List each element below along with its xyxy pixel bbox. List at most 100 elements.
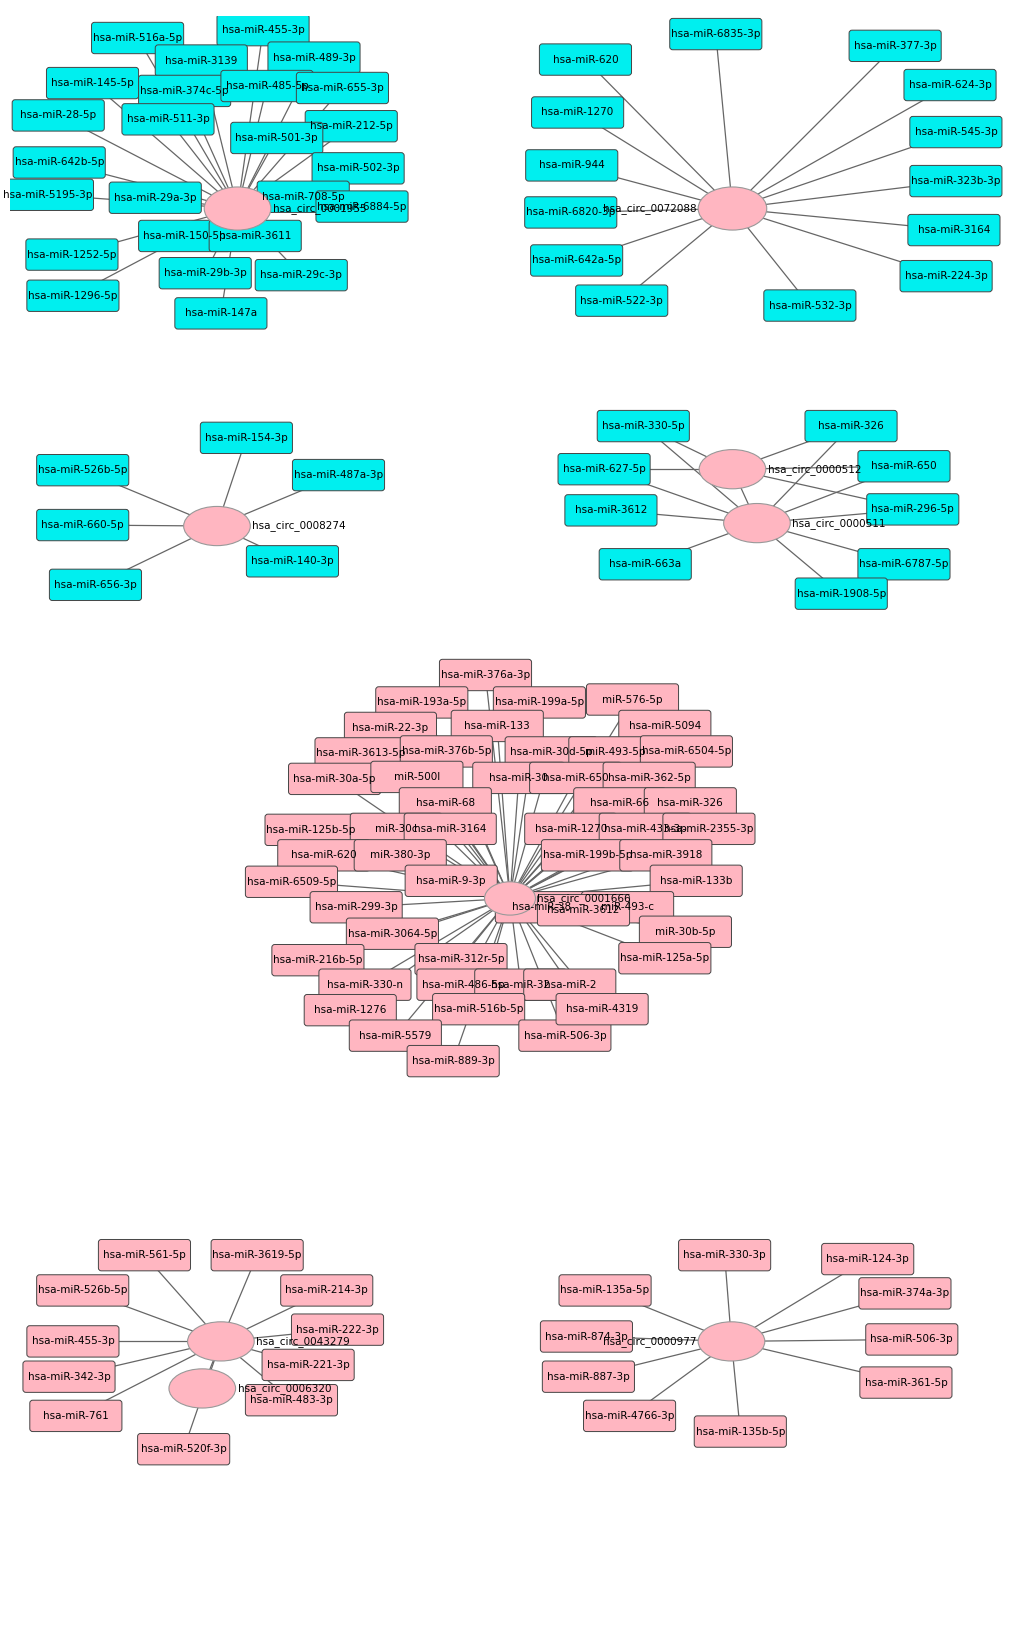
Ellipse shape	[697, 1322, 764, 1361]
Text: hsa-miR-222-3p: hsa-miR-222-3p	[296, 1325, 378, 1335]
Text: hsa-miR-655-3p: hsa-miR-655-3p	[301, 82, 383, 94]
Text: hsa-miR-3139: hsa-miR-3139	[165, 56, 237, 66]
FancyBboxPatch shape	[619, 942, 710, 973]
Text: hsa-miR-485-5p: hsa-miR-485-5p	[225, 81, 308, 90]
FancyBboxPatch shape	[122, 104, 214, 135]
FancyBboxPatch shape	[1, 179, 94, 210]
FancyBboxPatch shape	[291, 1314, 383, 1345]
FancyBboxPatch shape	[37, 454, 128, 487]
Text: hsa-miR-145-5p: hsa-miR-145-5p	[51, 77, 133, 89]
Text: hsa-miR-656-3p: hsa-miR-656-3p	[54, 580, 137, 590]
Text: hsa-miR-199b-5p: hsa-miR-199b-5p	[542, 850, 632, 860]
FancyBboxPatch shape	[350, 814, 442, 845]
FancyBboxPatch shape	[558, 1274, 650, 1305]
FancyBboxPatch shape	[316, 191, 408, 222]
FancyBboxPatch shape	[139, 76, 230, 107]
FancyBboxPatch shape	[644, 787, 736, 819]
FancyBboxPatch shape	[415, 944, 506, 975]
Text: hsa-miR-545-3p: hsa-miR-545-3p	[914, 127, 997, 136]
Text: hsa-miR-3164: hsa-miR-3164	[917, 225, 989, 235]
Text: hsa-miR-620: hsa-miR-620	[290, 850, 357, 860]
Text: hsa-miR-5579: hsa-miR-5579	[359, 1031, 431, 1041]
Text: hsa-miR-6509-5p: hsa-miR-6509-5p	[247, 876, 335, 886]
Text: hsa-miR-944: hsa-miR-944	[538, 161, 604, 171]
Text: hsa-miR-216b-5p: hsa-miR-216b-5p	[273, 955, 362, 965]
Text: hsa-miR-342-3p: hsa-miR-342-3p	[28, 1371, 110, 1381]
FancyBboxPatch shape	[865, 1323, 957, 1355]
Text: hsa-miR-487a-3p: hsa-miR-487a-3p	[293, 470, 383, 480]
Text: hsa-miR-330-3p: hsa-miR-330-3p	[683, 1249, 765, 1261]
Text: hsa-miR-154-3p: hsa-miR-154-3p	[205, 432, 287, 442]
FancyBboxPatch shape	[37, 510, 128, 541]
FancyBboxPatch shape	[763, 289, 855, 321]
Ellipse shape	[169, 1369, 235, 1407]
FancyBboxPatch shape	[217, 15, 309, 46]
Text: hsa-miR-4766-3p: hsa-miR-4766-3p	[584, 1411, 674, 1420]
Text: hsa-miR-30d-5p: hsa-miR-30d-5p	[510, 748, 592, 758]
FancyBboxPatch shape	[312, 153, 404, 184]
Text: hsa-miR-377-3p: hsa-miR-377-3p	[853, 41, 935, 51]
FancyBboxPatch shape	[493, 687, 585, 718]
FancyBboxPatch shape	[573, 787, 665, 819]
Text: hsa-miR-522-3p: hsa-miR-522-3p	[580, 296, 662, 306]
FancyBboxPatch shape	[524, 197, 616, 229]
FancyBboxPatch shape	[209, 220, 301, 252]
FancyBboxPatch shape	[525, 150, 618, 181]
Text: miR-380-3p: miR-380-3p	[370, 850, 430, 860]
Text: hsa-miR-140-3p: hsa-miR-140-3p	[251, 556, 333, 566]
FancyBboxPatch shape	[858, 1277, 950, 1309]
FancyBboxPatch shape	[404, 814, 496, 845]
Text: hsa-miR-3619-5p: hsa-miR-3619-5p	[212, 1249, 302, 1261]
FancyBboxPatch shape	[583, 1401, 675, 1432]
Text: miR-30c: miR-30c	[375, 824, 417, 834]
FancyBboxPatch shape	[804, 411, 897, 442]
FancyBboxPatch shape	[602, 763, 695, 794]
Text: hsa-miR-3918: hsa-miR-3918	[629, 850, 701, 860]
Text: hsa-miR-212-5p: hsa-miR-212-5p	[310, 122, 392, 132]
FancyBboxPatch shape	[346, 917, 438, 949]
FancyBboxPatch shape	[257, 181, 348, 212]
FancyBboxPatch shape	[557, 454, 649, 485]
Text: hsa-miR-6820-3p: hsa-miR-6820-3p	[526, 207, 614, 217]
Text: hsa_circ_0008274: hsa_circ_0008274	[252, 521, 345, 531]
FancyBboxPatch shape	[542, 1361, 634, 1392]
Text: hsa_circ_0001955: hsa_circ_0001955	[272, 204, 366, 214]
Text: hsa-miR-620: hsa-miR-620	[552, 54, 618, 64]
Text: hsa-miR-299-3p: hsa-miR-299-3p	[315, 903, 397, 912]
FancyBboxPatch shape	[354, 840, 446, 871]
Text: hsa-miR-761: hsa-miR-761	[43, 1411, 109, 1420]
FancyBboxPatch shape	[866, 493, 958, 524]
FancyBboxPatch shape	[304, 995, 396, 1026]
FancyBboxPatch shape	[540, 1320, 632, 1351]
FancyBboxPatch shape	[92, 23, 183, 54]
Text: hsa-miR-3064-5p: hsa-miR-3064-5p	[347, 929, 436, 939]
FancyBboxPatch shape	[639, 916, 731, 947]
FancyBboxPatch shape	[694, 1415, 786, 1447]
FancyBboxPatch shape	[277, 840, 370, 871]
Text: hsa-miR-2355-3p: hsa-miR-2355-3p	[663, 824, 753, 834]
Text: hsa-miR-516b-5p: hsa-miR-516b-5p	[433, 1004, 523, 1014]
Text: hsa-miR-889-3p: hsa-miR-889-3p	[412, 1055, 494, 1065]
FancyBboxPatch shape	[575, 284, 667, 316]
Ellipse shape	[484, 881, 535, 916]
Text: hsa-miR-125b-5p: hsa-miR-125b-5p	[266, 825, 356, 835]
Text: hsa_circ_0000977: hsa_circ_0000977	[602, 1337, 696, 1346]
FancyBboxPatch shape	[859, 1366, 951, 1399]
Text: hsa-miR-663a: hsa-miR-663a	[608, 559, 681, 569]
Text: hsa-miR-502-3p: hsa-miR-502-3p	[317, 163, 399, 173]
FancyBboxPatch shape	[26, 1325, 119, 1356]
Text: hsa-miR-506-3p: hsa-miR-506-3p	[523, 1031, 605, 1041]
Ellipse shape	[183, 506, 250, 546]
FancyBboxPatch shape	[857, 450, 949, 482]
Text: hsa-miR-650: hsa-miR-650	[542, 773, 608, 783]
FancyBboxPatch shape	[531, 97, 623, 128]
Text: hsa-miR-1270: hsa-miR-1270	[541, 107, 613, 117]
FancyBboxPatch shape	[315, 738, 407, 769]
Text: hsa-miR-3612: hsa-miR-3612	[574, 505, 646, 515]
FancyBboxPatch shape	[678, 1240, 770, 1271]
Text: hsa-miR-32: hsa-miR-32	[491, 980, 550, 990]
Text: hsa-miR-532-3p: hsa-miR-532-3p	[767, 301, 851, 311]
FancyBboxPatch shape	[586, 684, 678, 715]
Text: hsa-miR-660-5p: hsa-miR-660-5p	[42, 520, 124, 529]
FancyBboxPatch shape	[221, 71, 313, 102]
